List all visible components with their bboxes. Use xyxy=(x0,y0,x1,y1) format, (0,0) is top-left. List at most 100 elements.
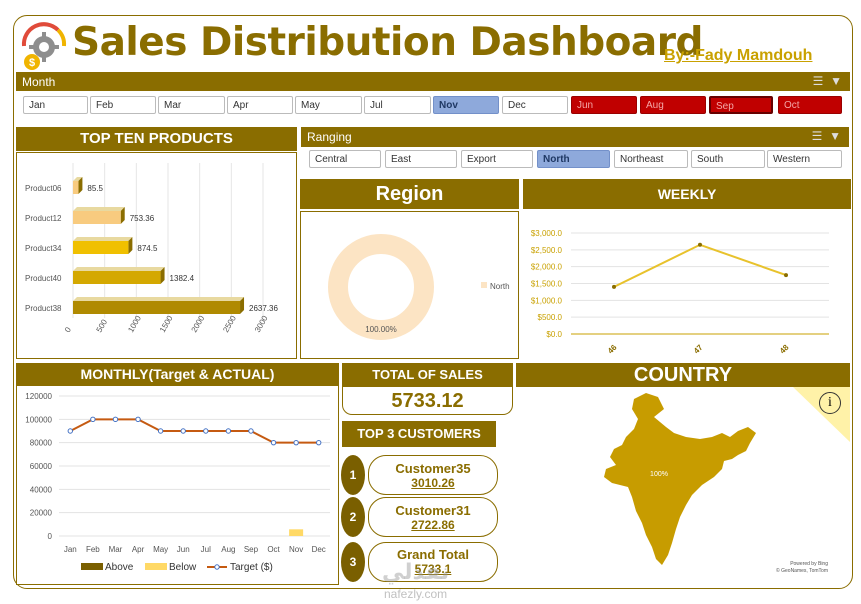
month-filter-nov[interactable]: Nov xyxy=(433,96,499,114)
bar-product38[interactable] xyxy=(73,301,241,314)
target-point[interactable] xyxy=(225,428,232,434)
top-products-panel: 0 500 1000 1500 2000 2500 3000 Product06 85.5 Pro… xyxy=(16,152,297,359)
region-filter-northeast[interactable]: Northeast xyxy=(614,150,688,168)
region-filter-east[interactable]: East xyxy=(385,150,457,168)
bar-side xyxy=(128,237,133,254)
bar-product06[interactable] xyxy=(73,181,79,194)
customer-card-grand-total: Grand Total 5733.1 xyxy=(368,542,498,582)
weekly-line xyxy=(613,243,787,288)
y-tick-label: $1,000.0 xyxy=(531,296,563,305)
y-tick-label: 80000 xyxy=(30,439,53,448)
legend-label-above: Above xyxy=(105,562,134,573)
x-tick-label: Oct xyxy=(267,545,280,554)
y-tick-label: $500.0 xyxy=(538,313,563,322)
monthly-panel: 0 20000 40000 60000 80000 100000 120000 Jan Feb M… xyxy=(16,385,339,585)
x-tick-label: Jul xyxy=(201,545,211,554)
y-tick-label: 120000 xyxy=(25,392,52,401)
bar-side xyxy=(240,297,245,314)
weekly-panel: $0.0 $500.0 $1,000.0 $1,500.0 $2,000.0 $2,500… xyxy=(523,211,851,359)
x-tick-label: 47 xyxy=(692,343,705,356)
legend-swatch-above xyxy=(81,563,103,570)
target-point[interactable] xyxy=(67,428,73,434)
bar-product12[interactable] xyxy=(73,211,121,224)
clear-filter-icon[interactable]: ▼ xyxy=(830,74,842,88)
month-filter-mar[interactable]: Mar xyxy=(158,96,225,114)
rank-badge: 3 xyxy=(341,542,365,582)
target-point[interactable] xyxy=(157,428,164,434)
monthly-title: MONTHLY(Target & ACTUAL) xyxy=(16,363,339,385)
bar-top xyxy=(73,297,245,301)
target-point[interactable] xyxy=(316,439,322,446)
y-tick-label: $2,000.0 xyxy=(531,263,563,272)
x-tick-label: 1500 xyxy=(158,314,175,334)
month-filter-apr[interactable]: Apr xyxy=(227,96,293,114)
target-point[interactable] xyxy=(90,416,96,423)
clear-filter-icon[interactable]: ▼ xyxy=(829,129,841,143)
month-filter-may[interactable]: May xyxy=(295,96,362,114)
india-map: 100% Powered by Bing © GeoNames, TomTom xyxy=(604,387,850,574)
target-point[interactable] xyxy=(293,439,299,446)
bar-value-label: 874.5 xyxy=(137,244,158,253)
target-point[interactable] xyxy=(112,416,119,423)
x-tick-label: 48 xyxy=(778,343,791,356)
region-panel: 100.00% North xyxy=(300,211,519,359)
author-link[interactable]: By:-Fady Mamdouh xyxy=(664,47,813,64)
month-filter-oct[interactable]: Oct xyxy=(778,96,842,114)
region-filter-south[interactable]: South xyxy=(691,150,765,168)
customer-card-2: Customer31 2722.86 xyxy=(368,497,498,537)
target-point[interactable] xyxy=(135,416,141,423)
x-tick-label: 46 xyxy=(606,343,619,356)
multi-select-icon[interactable]: ☰ xyxy=(811,129,823,143)
bar-top xyxy=(73,237,133,241)
region-donut-chart: 100.00% North xyxy=(328,234,510,340)
bar-top xyxy=(73,207,125,211)
target-point[interactable] xyxy=(248,428,254,434)
below-bar[interactable] xyxy=(289,529,304,536)
weekly-point[interactable] xyxy=(784,273,788,278)
y-tick-label: 20000 xyxy=(30,509,53,518)
region-filter-central[interactable]: Central xyxy=(309,150,381,168)
info-icon[interactable]: i xyxy=(819,392,841,414)
top3-title: TOP 3 CUSTOMERS xyxy=(342,421,496,447)
region-filter-export[interactable]: Export xyxy=(461,150,533,168)
target-point[interactable] xyxy=(203,428,209,434)
multi-select-icon[interactable]: ☰ xyxy=(812,74,824,88)
x-tick-label: 0 xyxy=(63,325,73,334)
weekly-title: WEEKLY xyxy=(523,179,851,209)
month-filter-feb[interactable]: Feb xyxy=(90,96,156,114)
month-filter-jul[interactable]: Jul xyxy=(364,96,431,114)
customer-name: Customer35 xyxy=(395,461,471,476)
x-tick-label: Jan xyxy=(64,545,77,554)
x-tick-label: Dec xyxy=(312,545,326,554)
month-filter-dec[interactable]: Dec xyxy=(502,96,568,114)
y-tick-label: $2,500.0 xyxy=(531,246,563,255)
region-filter-north[interactable]: North xyxy=(537,150,610,168)
month-filter-jun[interactable]: Jun xyxy=(571,96,637,114)
bar-product40[interactable] xyxy=(73,271,161,284)
weekly-point[interactable] xyxy=(612,284,616,289)
donut-slice-north xyxy=(328,234,434,340)
y-tick-label: 40000 xyxy=(30,485,53,494)
region-title: Region xyxy=(300,179,519,209)
page-title: Sales Distribution Dashboard xyxy=(72,20,703,65)
monthly-combo-chart: 0 20000 40000 60000 80000 100000 120000 Jan Feb M… xyxy=(25,392,330,573)
customer-name: Grand Total xyxy=(397,547,469,562)
map-region-india[interactable] xyxy=(604,393,756,565)
weekly-point[interactable] xyxy=(698,242,702,247)
region-filter-western[interactable]: Western xyxy=(767,150,842,168)
bar-value-label: 1382.4 xyxy=(170,274,195,283)
bar-side xyxy=(160,267,165,284)
x-tick-label: Apr xyxy=(132,545,145,554)
target-point[interactable] xyxy=(270,439,277,446)
total-sales-value: 5733.12 xyxy=(342,387,513,415)
legend-label-north: North xyxy=(490,282,510,291)
legend-marker-target xyxy=(214,564,220,570)
bar-product34[interactable] xyxy=(73,241,129,254)
month-filter-sep[interactable]: Sep xyxy=(709,96,773,114)
month-filter-jan[interactable]: Jan xyxy=(23,96,88,114)
country-title: COUNTRY xyxy=(516,363,850,387)
y-tick-label: $3,000.0 xyxy=(531,229,563,238)
month-filter-aug[interactable]: Aug xyxy=(640,96,706,114)
target-point[interactable] xyxy=(180,428,186,434)
legend-label-target: Target ($) xyxy=(230,562,273,573)
